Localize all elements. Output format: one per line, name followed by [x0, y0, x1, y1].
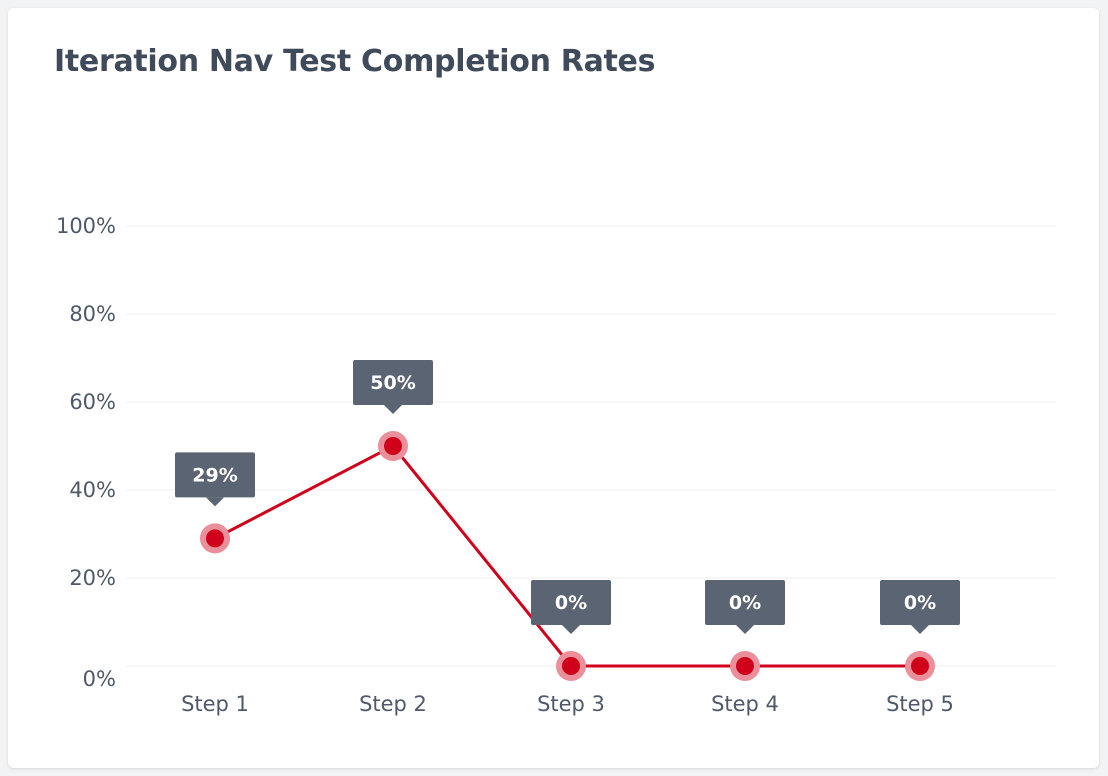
data-label-pointer: [562, 625, 580, 634]
data-label-text: 0%: [555, 592, 587, 614]
data-label: 0%: [705, 580, 785, 634]
x-tick-label: Step 3: [537, 692, 605, 716]
data-point: [384, 437, 402, 455]
data-label-box: [705, 580, 785, 625]
x-tick-label: Step 2: [359, 692, 427, 716]
x-tick-label: Step 4: [711, 692, 779, 716]
data-label-text: 50%: [370, 372, 415, 394]
data-label-box: [175, 452, 255, 498]
data-label-pointer: [911, 625, 929, 634]
data-label: 0%: [531, 580, 611, 634]
data-label-text: 0%: [729, 592, 761, 614]
x-tick-label: Step 5: [886, 692, 954, 716]
y-tick-label: 60%: [69, 390, 116, 414]
data-label-box: [531, 580, 611, 625]
data-label: 50%: [353, 360, 433, 414]
data-label-text: 29%: [192, 464, 237, 486]
data-point: [911, 657, 929, 675]
data-label-text: 0%: [904, 592, 936, 614]
y-tick-label: 40%: [69, 478, 116, 502]
y-tick-label: 80%: [69, 302, 116, 326]
data-label-pointer: [736, 625, 754, 634]
y-tick-label: 0%: [83, 667, 116, 691]
data-label-box: [880, 580, 960, 625]
data-label-pointer: [384, 405, 402, 414]
data-label-pointer: [206, 497, 224, 507]
series-line: [214, 444, 920, 668]
data-label: 0%: [880, 580, 960, 634]
y-tick-label: 100%: [56, 214, 116, 238]
data-point: [206, 529, 224, 548]
chart-card: Iteration Nav Test Completion Rates: [8, 8, 1099, 768]
y-tick-label: 20%: [69, 566, 116, 590]
chart-title: Iteration Nav Test Completion Rates: [54, 44, 656, 79]
data-label-box: [353, 360, 433, 405]
data-label: 29%: [175, 452, 255, 507]
data-point: [736, 657, 754, 675]
data-point: [562, 657, 580, 675]
x-tick-label: Step 1: [181, 692, 249, 716]
